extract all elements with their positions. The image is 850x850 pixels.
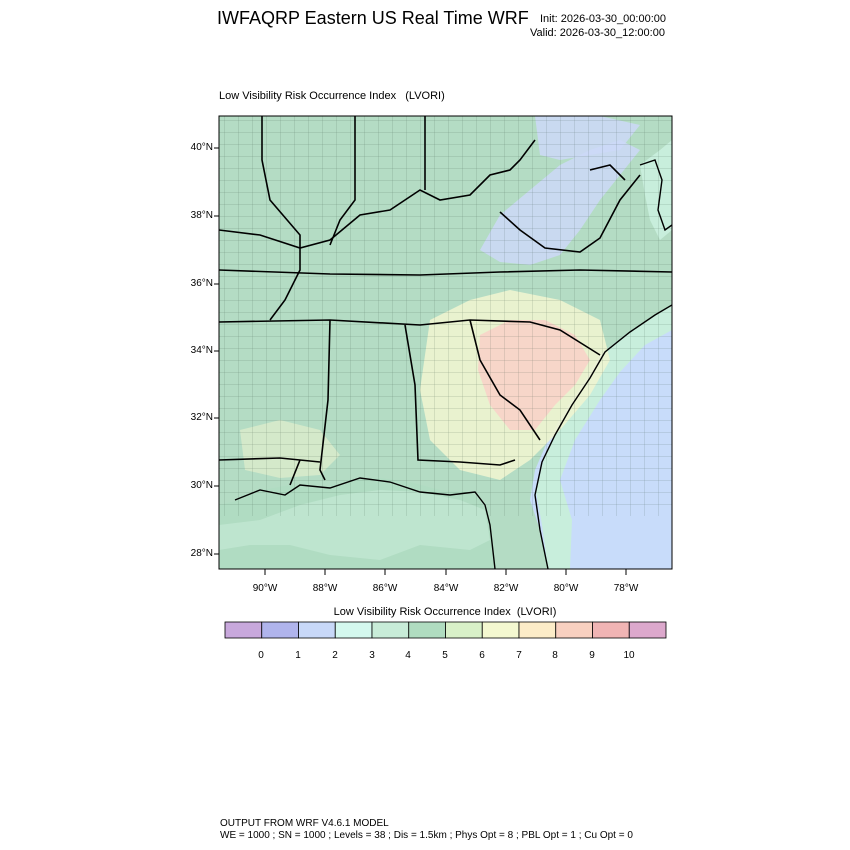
lat-label-34: 34°N: [190, 345, 213, 356]
map-title: IWFAQRP Eastern US Real Time WRF: [217, 8, 529, 28]
colorbar-box-0: [224, 621, 263, 639]
lon-label-88: 88°W: [312, 583, 338, 594]
colorbar-tick-8: 8: [552, 650, 558, 661]
colorbar-tick-1: 1: [295, 650, 301, 661]
colorbar-box-10: [592, 621, 630, 639]
colorbar-tick-10: 10: [623, 650, 635, 661]
colorbar-box-9: [555, 621, 593, 639]
colorbar: [224, 621, 667, 639]
lon-label-86: 86°W: [372, 583, 398, 594]
lat-label-30: 30°N: [190, 480, 213, 491]
colorbar-box-3: [334, 621, 373, 639]
lat-label-28: 28°N: [190, 548, 213, 559]
axis-ticks: [214, 147, 627, 575]
colorbar-box-4: [371, 621, 410, 639]
colorbar-tick-7: 7: [516, 650, 522, 661]
plot-label: Low Visibility Risk Occurrence Index (LV…: [219, 90, 445, 102]
valid-time: Valid: 2026-03-30_12:00:00: [530, 27, 665, 39]
colorbar-tick-3: 3: [369, 650, 375, 661]
colorbar-box-5: [408, 621, 446, 639]
county-lines: [219, 116, 672, 516]
lon-label-90: 90°W: [252, 583, 278, 594]
init-time: Init: 2026-03-30_00:00:00: [540, 13, 666, 25]
lat-label-40: 40°N: [190, 142, 213, 153]
colorbar-box-1: [261, 621, 299, 639]
colorbar-tick-4: 4: [405, 650, 411, 661]
footer-config-line: WE = 1000 ; SN = 1000 ; Levels = 38 ; Di…: [220, 830, 633, 841]
lon-label-84: 84°W: [433, 583, 459, 594]
colorbar-box-6: [445, 621, 483, 639]
lon-label-80: 80°W: [553, 583, 579, 594]
footer-model-line: OUTPUT FROM WRF V4.6.1 MODEL: [220, 818, 389, 829]
colorbar-tick-2: 2: [332, 650, 338, 661]
lat-label-32: 32°N: [190, 412, 213, 423]
colorbar-title: Low Visibility Risk Occurrence Index (LV…: [333, 606, 557, 618]
coastlines: [234, 159, 672, 569]
colorbar-tick-5: 5: [442, 650, 448, 661]
lat-label-38: 38°N: [190, 210, 213, 221]
colorbar-box-2: [298, 621, 336, 639]
colorbar-box-11: [628, 621, 667, 639]
colorbar-tick-0: 0: [258, 650, 264, 661]
lon-label-78: 78°W: [613, 583, 639, 594]
lon-label-82: 82°W: [493, 583, 519, 594]
colorbar-box-7: [481, 621, 520, 639]
colorbar-box-8: [518, 621, 557, 639]
colorbar-tick-6: 6: [479, 650, 485, 661]
state-borders: [219, 116, 672, 486]
lat-label-36: 36°N: [190, 278, 213, 289]
colorbar-tick-9: 9: [589, 650, 595, 661]
